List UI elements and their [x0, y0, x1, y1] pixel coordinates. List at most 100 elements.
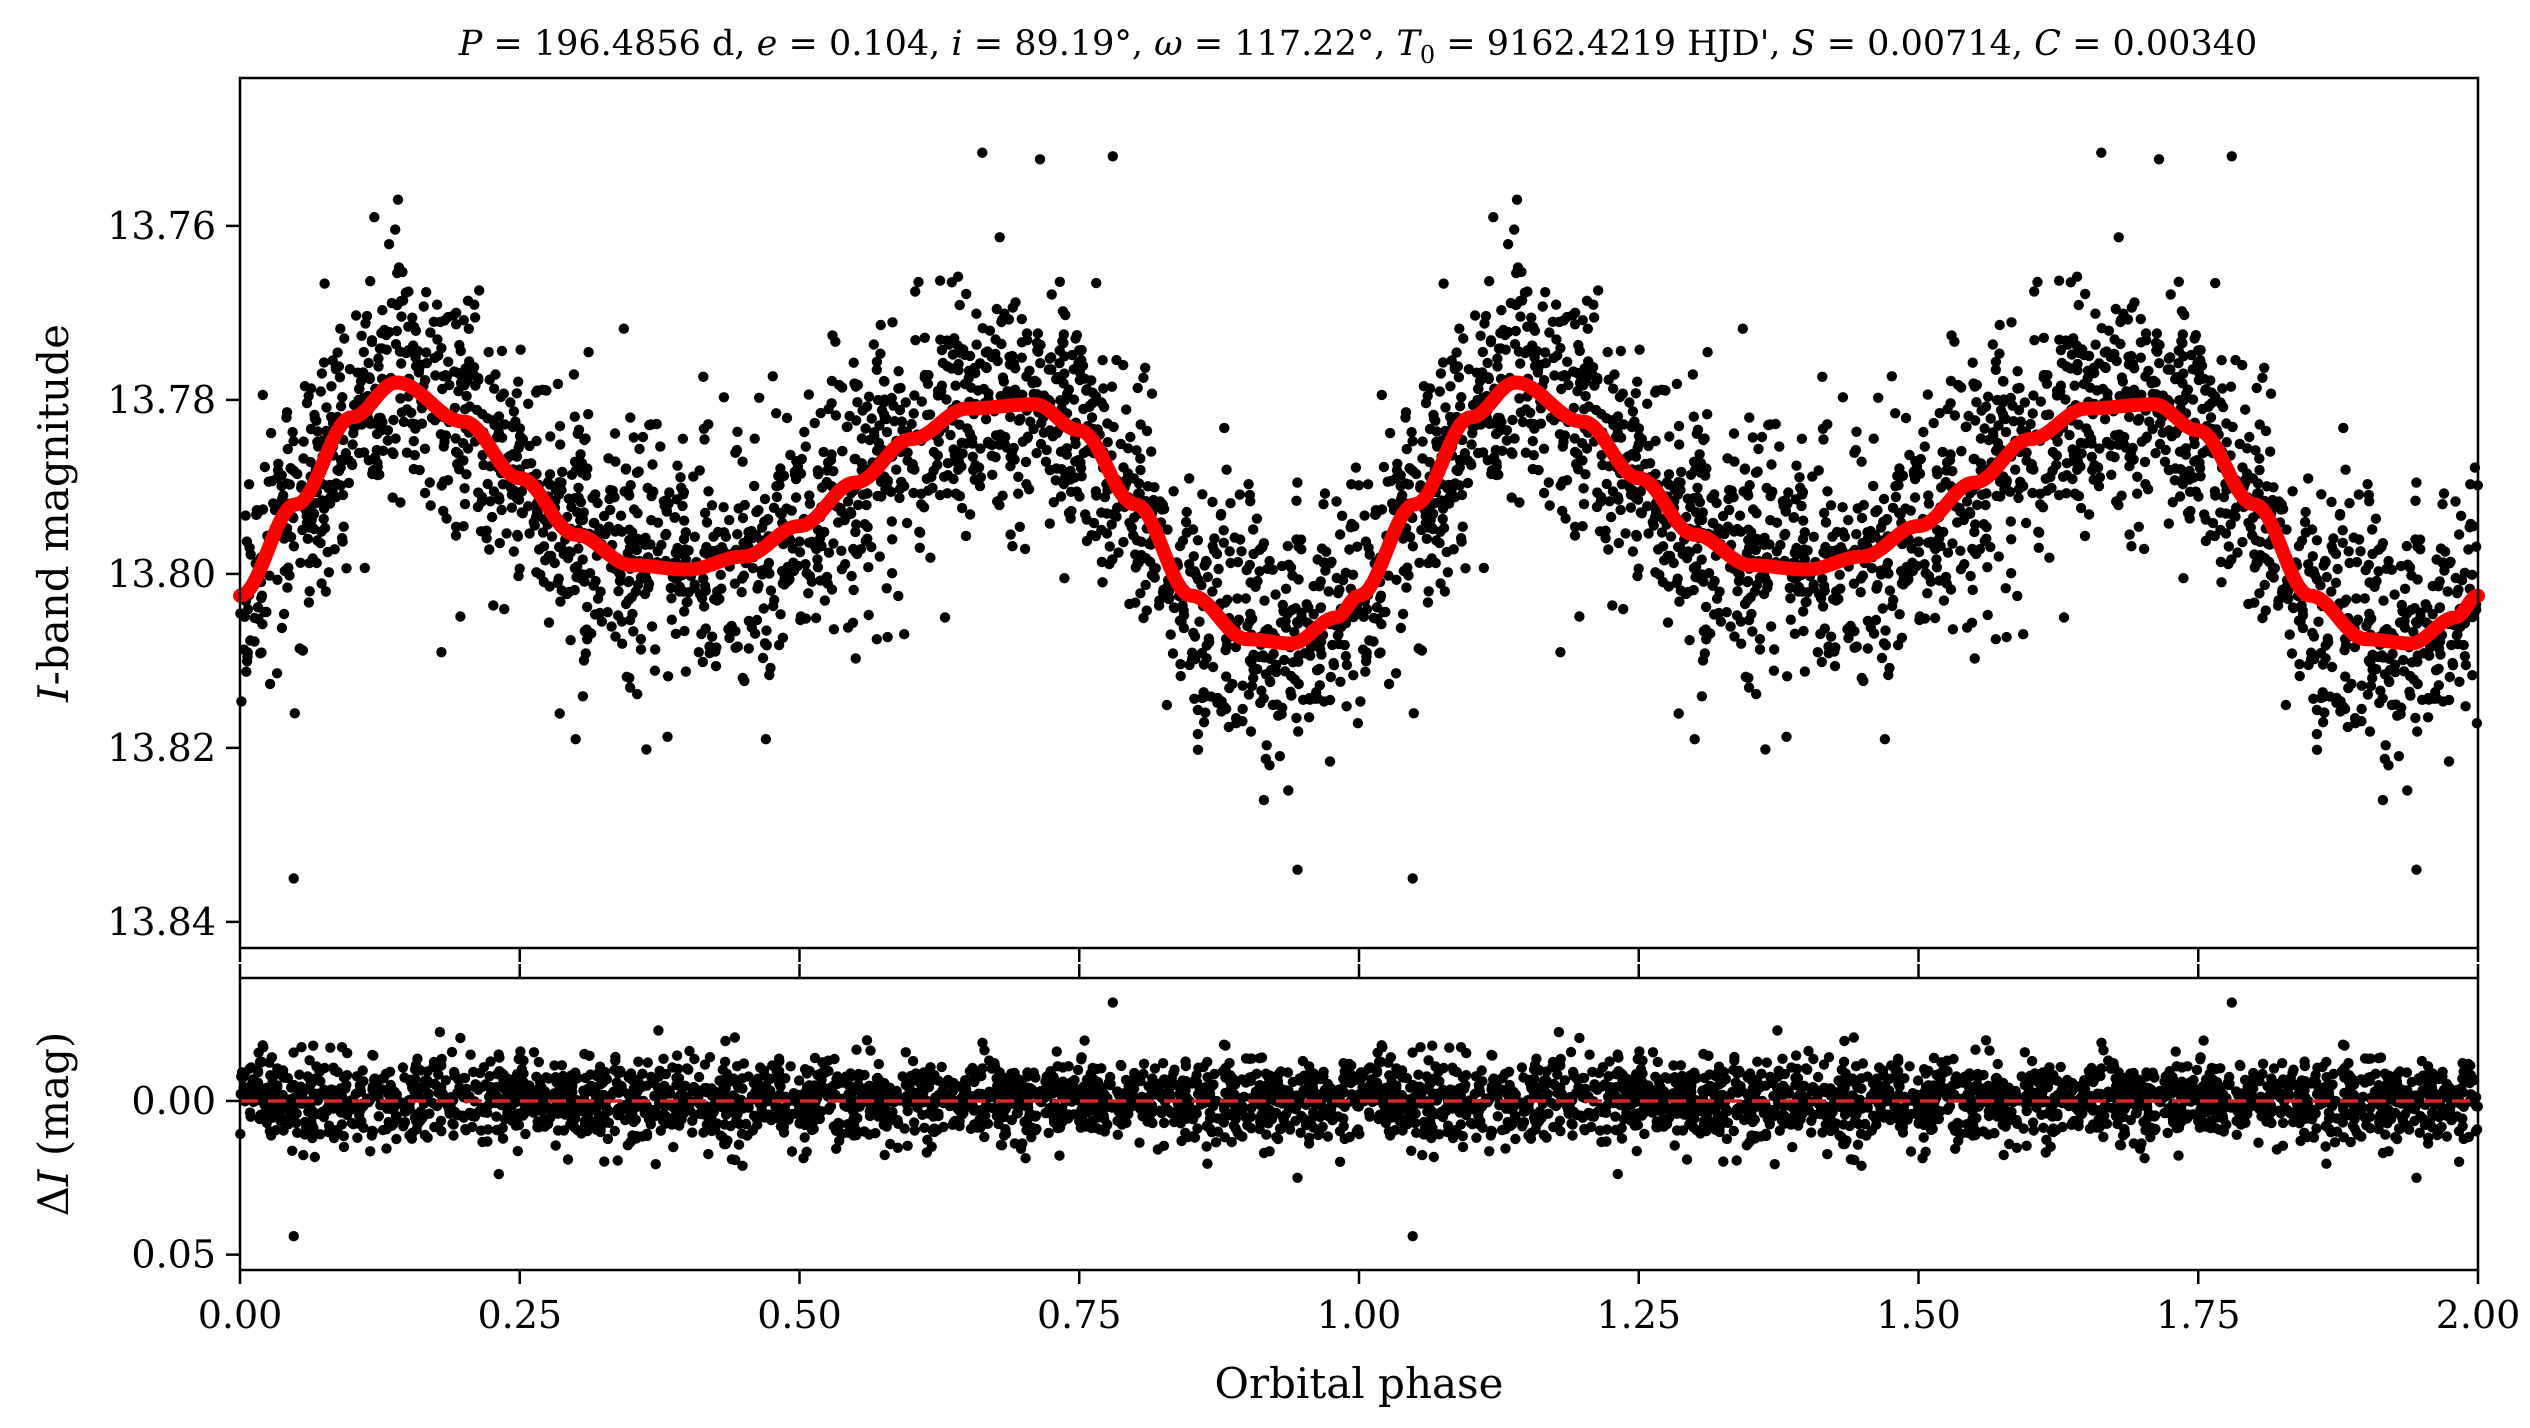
data-point — [435, 316, 446, 328]
data-point — [537, 527, 549, 538]
outlier-point — [2411, 864, 2422, 875]
data-point — [1698, 576, 1709, 587]
data-point — [1961, 421, 1972, 432]
data-point — [1169, 602, 1180, 614]
y-tick-label: 13.78 — [107, 378, 216, 422]
data-point — [646, 491, 657, 502]
data-point — [2250, 445, 2261, 456]
data-point — [1043, 364, 1055, 375]
data-point — [1305, 650, 1316, 661]
data-point — [1970, 415, 1981, 426]
data-point — [2287, 486, 2298, 497]
data-point — [511, 493, 523, 504]
data-point — [1608, 383, 1619, 394]
data-point — [440, 370, 451, 381]
data-point — [1742, 575, 1754, 587]
data-point — [1708, 517, 1719, 529]
data-point — [1959, 559, 1970, 570]
data-point — [2027, 408, 2038, 419]
data-point — [2216, 355, 2227, 366]
data-point — [584, 568, 596, 579]
data-point — [1798, 606, 1809, 617]
data-point — [925, 552, 936, 563]
data-point — [346, 457, 357, 469]
residual-point — [1500, 1143, 1511, 1154]
data-point — [319, 278, 330, 289]
data-point — [1947, 538, 1958, 549]
data-point — [348, 428, 359, 439]
data-point — [303, 597, 315, 608]
data-point — [2151, 389, 2162, 400]
data-point — [2013, 492, 2024, 504]
data-point — [1383, 570, 1394, 581]
data-point — [2053, 489, 2065, 501]
data-point — [777, 578, 789, 589]
data-point — [464, 356, 475, 367]
data-point — [1065, 486, 1077, 497]
data-point — [373, 361, 384, 372]
data-point — [1543, 477, 1555, 488]
outlier-point — [369, 212, 380, 223]
data-point — [1971, 379, 1983, 391]
data-point — [613, 586, 624, 597]
data-point — [1703, 568, 1715, 579]
data-point — [1138, 372, 1149, 383]
data-point — [999, 439, 1011, 450]
data-point — [1940, 476, 1952, 488]
data-point — [1054, 276, 1066, 287]
data-point — [515, 344, 526, 355]
data-point — [1834, 569, 1845, 580]
data-point — [677, 433, 689, 444]
data-point — [295, 557, 306, 568]
data-point — [1915, 453, 1927, 465]
data-point — [1048, 497, 1060, 508]
data-point — [1509, 339, 1521, 350]
data-point — [1252, 664, 1263, 675]
data-point — [1765, 515, 1776, 526]
data-point — [1527, 435, 1539, 447]
residual-point — [2311, 1123, 2322, 1134]
data-point — [1813, 465, 1824, 476]
data-point — [2398, 654, 2409, 666]
data-point — [256, 590, 268, 601]
data-point — [1287, 570, 1298, 581]
data-point — [2225, 381, 2237, 392]
data-point — [991, 303, 1002, 315]
data-point — [680, 666, 692, 677]
data-point — [366, 336, 378, 348]
data-point — [2019, 397, 2031, 408]
data-point — [356, 330, 367, 341]
data-point — [472, 501, 484, 513]
data-point — [1791, 460, 1802, 471]
data-point — [961, 288, 972, 300]
data-point — [963, 372, 974, 384]
data-point — [875, 319, 886, 331]
data-point — [545, 550, 557, 562]
data-point — [1539, 347, 1551, 358]
data-point — [575, 449, 586, 460]
data-point — [1526, 312, 1537, 323]
data-point — [2340, 671, 2351, 682]
data-point — [1460, 563, 1471, 574]
data-point — [1221, 640, 1233, 651]
data-point — [1650, 387, 1661, 398]
data-point — [2402, 785, 2413, 796]
data-point — [1019, 543, 1031, 555]
data-point — [579, 576, 590, 587]
data-point — [952, 446, 963, 457]
data-point — [1104, 541, 1116, 552]
data-point — [455, 345, 466, 357]
data-point — [1562, 356, 1573, 367]
data-point — [1486, 468, 1497, 480]
data-point — [301, 397, 313, 409]
data-point — [1122, 468, 1134, 479]
data-point — [1851, 426, 1862, 437]
data-point — [1708, 609, 1720, 620]
data-point — [1013, 471, 1024, 482]
data-point — [743, 615, 755, 627]
residual-point — [1675, 1060, 1687, 1071]
data-point — [774, 507, 786, 519]
data-point — [1240, 593, 1252, 604]
data-point — [610, 456, 621, 467]
